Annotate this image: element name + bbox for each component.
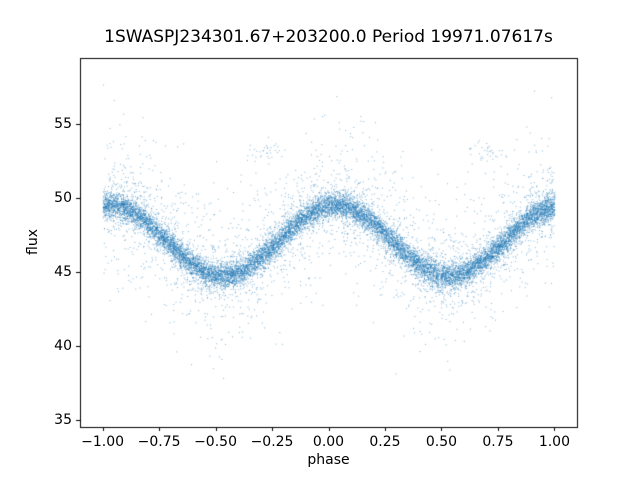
y-tick-label: 50: [54, 190, 72, 207]
y-tick-label: 40: [54, 337, 72, 354]
y-axis-label: flux: [25, 229, 41, 255]
x-tick-label: −1.00: [81, 434, 125, 450]
x-tick-label: 0.25: [369, 434, 401, 450]
x-tick-label: 0.75: [482, 434, 514, 450]
x-tick-label: −0.25: [250, 434, 294, 450]
x-tick-label: −0.50: [194, 434, 237, 450]
y-tick-label: 55: [54, 116, 72, 133]
x-tick-label: −0.75: [137, 434, 181, 450]
x-tick-label: 0.00: [312, 434, 345, 450]
y-tick-label: 35: [54, 411, 72, 428]
x-tick-label: 1.00: [538, 434, 570, 450]
x-tick-label: 0.50: [425, 434, 458, 450]
chart-title: 1SWASPJ234301.67+203200.0 Period 19971.0…: [104, 27, 553, 47]
x-axis-label: phase: [307, 452, 350, 468]
y-tick-label: 45: [54, 264, 72, 281]
